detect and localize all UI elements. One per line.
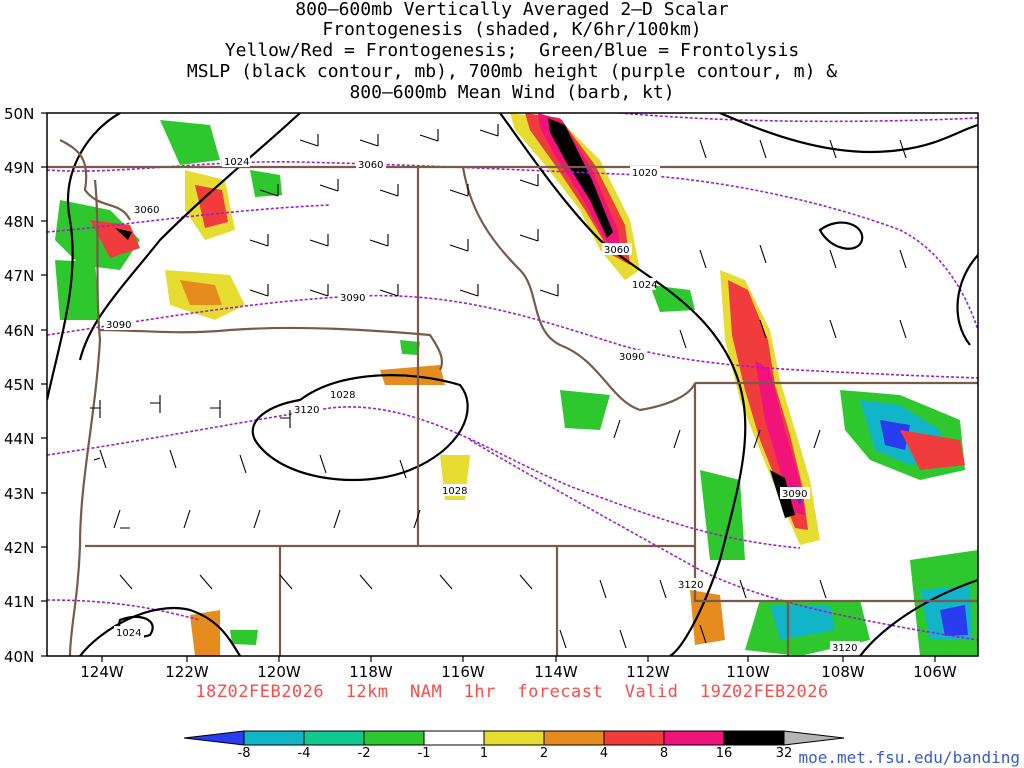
- source-url[interactable]: moe.met.fsu.edu/banding: [798, 748, 1020, 767]
- height-label: 3120: [832, 643, 857, 654]
- lon-label: 116W: [441, 663, 485, 681]
- height-label: 3090: [782, 489, 807, 500]
- colorbar-tick: 8: [659, 746, 669, 761]
- lat-label: 43N: [4, 485, 34, 503]
- colorbar-segment: [184, 731, 244, 745]
- mslp-label: 1024: [224, 157, 249, 168]
- height-label: 3090: [619, 352, 644, 363]
- title-line-1: 800–600mb Vertically Averaged 2–D Scalar: [295, 0, 729, 20]
- height-label: 3120: [294, 405, 319, 416]
- lat-label: 49N: [4, 159, 34, 177]
- height-label: 3060: [604, 245, 629, 256]
- colorbar-tick: 2: [539, 746, 549, 761]
- lon-label: 118W: [349, 663, 393, 681]
- colorbar-segment: [304, 731, 364, 745]
- height-label: 3060: [134, 205, 159, 216]
- wind-barbs: [90, 124, 907, 649]
- lat-label: 46N: [4, 322, 34, 340]
- colorbar-segment: [604, 731, 664, 745]
- lon-label: 106W: [913, 663, 957, 681]
- title-line-2: Frontogenesis (shaded, K/6hr/100km): [322, 19, 702, 40]
- mslp-label: 1028: [330, 390, 355, 401]
- lat-label: 41N: [4, 593, 34, 611]
- lon-label: 112W: [626, 663, 670, 681]
- height-label: 3090: [340, 293, 365, 304]
- title-line-3: Yellow/Red = Frontogenesis; Green/Blue =…: [224, 40, 800, 61]
- colorbar-segment: [484, 731, 544, 745]
- mslp-label: 1024: [116, 628, 141, 639]
- valid-time-line: 18Z02FEB2026 12km NAM 1hr forecast Valid…: [195, 682, 829, 702]
- colorbar-tick: 32: [775, 746, 793, 761]
- lat-label: 40N: [4, 648, 34, 666]
- colorbar-tick: 1: [479, 746, 489, 761]
- borders: [47, 139, 978, 656]
- lon-axis: 124W 122W 120W 118W 116W 114W 112W 110W …: [80, 656, 957, 681]
- lon-label: 124W: [80, 663, 124, 681]
- lat-label: 50N: [4, 105, 34, 123]
- lat-label: 45N: [4, 376, 34, 394]
- map-content: [47, 113, 978, 656]
- lat-label: 48N: [4, 213, 34, 231]
- colorbar-segment: [244, 731, 304, 745]
- lat-label: 47N: [4, 267, 34, 285]
- lon-label: 114W: [534, 663, 578, 681]
- mslp-label: 1020: [632, 168, 657, 179]
- height-label: 3090: [106, 320, 131, 331]
- lon-label: 120W: [257, 663, 301, 681]
- colorbar-tick: -8: [237, 746, 251, 761]
- colorbar-segment: [544, 731, 604, 745]
- mslp-label: 1028: [442, 486, 467, 497]
- colorbar-segment: [784, 731, 844, 745]
- lon-label: 110W: [726, 663, 770, 681]
- contour-labels: 1024 1024 1020 1028 1028 1024 3060 3060 …: [104, 155, 860, 654]
- colorbar-tick: -4: [297, 746, 311, 761]
- colorbar-segment: [724, 731, 784, 745]
- lat-label: 44N: [4, 430, 34, 448]
- colorbar-tick: 4: [599, 746, 609, 761]
- lat-label: 42N: [4, 539, 34, 557]
- lat-axis: 50N 49N 48N 47N 46N 45N 44N 43N 42N 41N …: [4, 105, 47, 666]
- colorbar-segment: [664, 731, 724, 745]
- colorbar: [183, 730, 845, 746]
- colorbar-segment: [364, 731, 424, 745]
- colorbar-tick: -2: [357, 746, 371, 761]
- height-label: 3060: [358, 160, 383, 171]
- height-label: 3120: [678, 580, 703, 591]
- mslp-label: 1024: [632, 280, 657, 291]
- title-line-5: 800–600mb Mean Wind (barb, kt): [349, 82, 675, 103]
- lon-label: 108W: [821, 663, 865, 681]
- mslp-contours: [47, 113, 978, 656]
- lon-label: 122W: [165, 663, 209, 681]
- colorbar-tick: 16: [715, 746, 733, 761]
- colorbar-tick: -1: [417, 746, 431, 761]
- title-line-4: MSLP (black contour, mb), 700mb height (…: [186, 61, 838, 82]
- frontogenesis-shading: [55, 113, 978, 656]
- colorbar-segment: [424, 731, 484, 745]
- height-contours: [47, 113, 978, 641]
